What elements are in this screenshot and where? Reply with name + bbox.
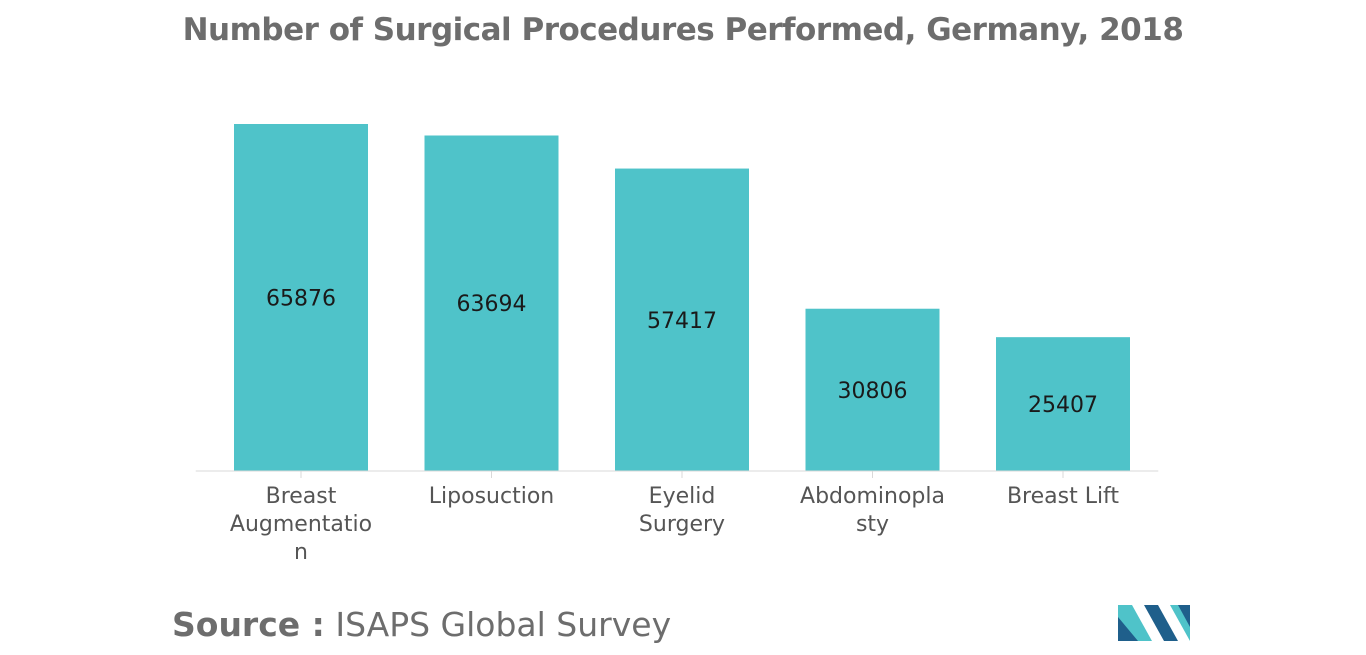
source-label: Source : — [172, 605, 325, 644]
category-label: Abdominopla sty — [800, 484, 945, 537]
source-text: ISAPS Global Survey — [335, 605, 672, 644]
bar — [424, 135, 559, 471]
bar — [234, 124, 368, 471]
bars-group: 65876 63694 57417 30806 25407 — [234, 124, 1130, 471]
category-label-line: Abdominopla — [800, 484, 945, 509]
category-label-line: Surgery — [639, 512, 725, 537]
data-label: 30806 — [838, 379, 908, 404]
brand-logo-icon — [1118, 605, 1190, 641]
logo-right-dark — [1178, 605, 1190, 627]
category-label-line: Liposuction — [429, 484, 554, 509]
category-labels: Breast Augmentatio n Liposuction Eyelid Surge… — [230, 484, 1120, 565]
category-label-line: Breast Lift — [1007, 484, 1119, 509]
category-label: Breast Lift — [1007, 484, 1119, 509]
category-label-line: sty — [856, 512, 889, 537]
data-label: 57417 — [647, 309, 717, 334]
bar-chart: 65876 63694 57417 30806 25407 Breast Augmenta… — [195, 124, 1159, 565]
category-label-line: Eyelid — [649, 484, 716, 509]
data-label: 65876 — [266, 287, 336, 312]
category-label-line: Augmentatio — [230, 512, 372, 537]
category-label-line: n — [294, 540, 308, 565]
x-axis — [195, 470, 1159, 478]
bar — [615, 168, 749, 471]
category-label: Liposuction — [429, 484, 554, 509]
category-label: Breast Augmentatio n — [230, 484, 372, 565]
category-label: Eyelid Surgery — [639, 484, 725, 537]
bar — [996, 337, 1130, 471]
data-label: 63694 — [457, 292, 527, 317]
logo-middle-shape — [1144, 605, 1178, 641]
chart-title: Number of Surgical Procedures Performed,… — [182, 12, 1184, 48]
logo-left-dark — [1118, 617, 1138, 641]
source-note: Source : ISAPS Global Survey — [172, 605, 671, 644]
category-label-line: Breast — [266, 484, 337, 509]
bar — [805, 308, 940, 471]
data-label: 25407 — [1028, 393, 1098, 418]
